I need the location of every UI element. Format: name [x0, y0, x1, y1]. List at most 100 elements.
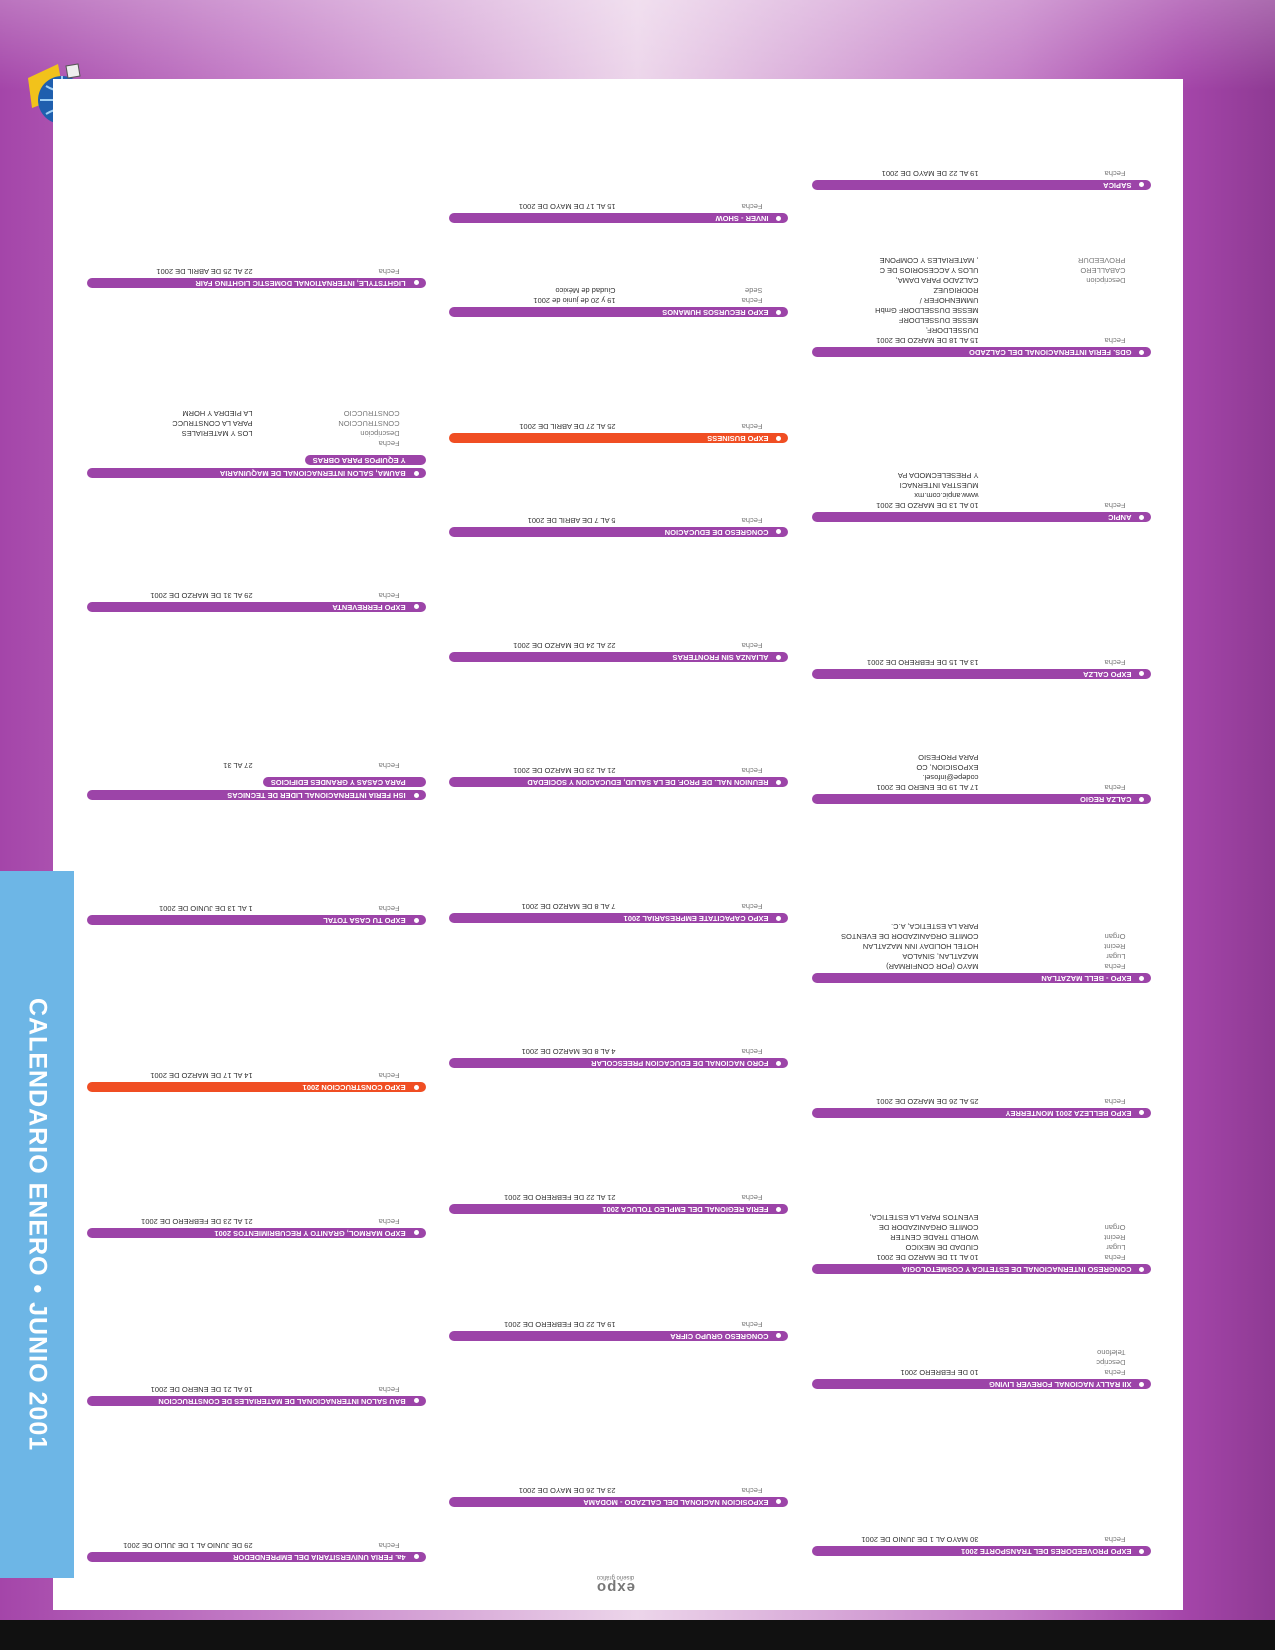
- event: CALZA REGIO Fecha 17 AL 19 DE ENERO DE 200…: [812, 752, 1152, 805]
- detail-label: Fecha: [378, 904, 400, 914]
- detail-value: LOS Y MATERIALES: [181, 429, 253, 439]
- detail-label: CONSTRUCCION: [338, 419, 400, 429]
- detail-label: Fecha: [741, 766, 763, 776]
- event: EXPO CALZA Fecha 13 AL 15 DE FEBRERO DE 20…: [812, 657, 1152, 679]
- detail-row: Recint WORLD TRADE CENTER: [812, 1232, 1151, 1242]
- detail-label: Fecha: [1104, 657, 1126, 667]
- detail-value: 10 DE FEBRERO 2001: [900, 1368, 979, 1378]
- detail-value: LA PIEDRA Y HORM: [182, 409, 253, 419]
- event-title-bar: CALZA REGIO: [812, 794, 1152, 805]
- detail-value: 25 AL 27 DE ABRIL DE 2001: [519, 422, 616, 432]
- detail-label: Fecha: [378, 266, 400, 276]
- detail-value: MAYO (POR CONFIRMAR): [886, 962, 979, 972]
- event: BAUMA, SALON INTERNACIONAL DE MAQUINARIA…: [86, 408, 426, 479]
- detail-value: Ciudad de México: [555, 286, 616, 296]
- event: INVER - SHOW Fecha 15 AL 17 DE MAYO DE 200…: [449, 201, 789, 224]
- detail-value: HOTEL HOLIDAY INN MAZATLAN: [862, 942, 979, 952]
- detail-label: Fecha: [741, 1047, 763, 1057]
- event: EXPO - BELL MAZATLAN Fecha MAYO (POR CONFI…: [812, 921, 1152, 984]
- detail-row: codepe@infosel.: [812, 772, 1151, 782]
- detail-label: Fecha: [1104, 1096, 1126, 1106]
- event-title-bar: GDS. FERIA INTERNACIONAL DEL CALZADO: [812, 347, 1152, 358]
- detail-label: Fecha: [378, 1216, 400, 1226]
- detail-row: MUESTRA INTERNACI: [812, 480, 1151, 490]
- event-title-bar: FORO NACIONAL DE EDUCACION PREESCOLAR: [449, 1058, 789, 1069]
- detail-label: PROVEEDUR: [1077, 256, 1126, 266]
- detail-label: Fecha: [741, 515, 763, 525]
- detail-row: Telefono: [812, 1347, 1151, 1357]
- detail-row: EXPOSICION, CO: [812, 762, 1151, 772]
- event: EXPOSICION NACIONAL DEL CALZADO - MODAMA…: [449, 1485, 789, 1507]
- detail-row: PROVEEDUR , MATERIALES Y COMPONE: [812, 255, 1151, 265]
- detail-label: Fecha: [378, 1384, 400, 1394]
- event-title-bar: 4a. FERIA UNIVERSITARIA DEL EMPRENDEDOR: [86, 1551, 426, 1562]
- event: EXPO PROVEEDORES DEL TRANSPORTE 2001 Fech…: [812, 1534, 1152, 1557]
- detail-value: 27 AL 31: [223, 761, 253, 771]
- detail-row: Fecha: [87, 438, 426, 448]
- event: EXPO CONSTRUCCION 2001 Fecha 14 AL 17 DE M…: [86, 1070, 426, 1093]
- detail-row: Fecha 1 AL 13 DE JUNIO DE 2001: [87, 903, 426, 913]
- detail-label: Fecha: [741, 1193, 763, 1203]
- detail-row: Fecha 17 AL 19 DE ENERO DE 2001: [812, 782, 1151, 792]
- event-title-bar: EXPO - BELL MAZATLAN: [812, 973, 1152, 984]
- detail-value: PARA LA ESTETICA, A.C.: [891, 922, 979, 932]
- event: ALIANZA SIN FRONTERAS Fecha 22 AL 24 DE MA…: [449, 640, 789, 663]
- detail-row: Fecha 10 DE FEBRERO 2001: [812, 1367, 1151, 1377]
- detail-value: 30 MAYO AL 1 DE JUNIO DE 2001: [861, 1535, 979, 1545]
- event-title-bar: Y EQUIPOS PARA OBRAS: [304, 455, 426, 466]
- event-title-bar: FERIA REGIONAL DEL EMPLEO TOLUCA 2001: [449, 1204, 789, 1215]
- detail-label: Organ: [1104, 932, 1126, 942]
- detail-value: COMITE ORGANIZADOR DE: [878, 1223, 979, 1233]
- event-title-bar: EXPO TU CASA TOTAL: [86, 915, 426, 926]
- detail-row: MESSE DUSSELDORF GmbH: [812, 305, 1151, 315]
- detail-label: Fecha: [741, 641, 763, 651]
- detail-row: Fecha 21 AL 23 DE FEBRERO DE 2001: [87, 1216, 426, 1226]
- detail-value: RODRIGUEZ: [933, 286, 979, 296]
- detail-row: Fecha 25 AL 26 DE MARZO DE 2001: [812, 1096, 1151, 1106]
- detail-row: Fecha 23 AL 26 DE MAYO DE 2001: [450, 1485, 789, 1495]
- detail-row: Fecha 10 AL 11 DE MARZO DE 2001: [812, 1252, 1151, 1262]
- detail-value: 15 AL 17 DE MAYO DE 2001: [518, 202, 616, 212]
- event: CONGRESO GRUPO CIFRA Fecha 19 AL 22 DE FEB…: [449, 1319, 789, 1341]
- event-title-bar: EXPOSICION NACIONAL DEL CALZADO - MODAMA: [449, 1496, 789, 1507]
- event: GDS. FERIA INTERNACIONAL DEL CALZADO Fech…: [812, 255, 1152, 358]
- event: CONGRESO INTERNACIONAL DE ESTETICA Y COS…: [812, 1212, 1152, 1275]
- detail-row: CONSTRUCCION PARA LA CONSTRUCC: [87, 418, 426, 428]
- detail-value: 22 AL 25 DE ABRIL DE 2001: [156, 266, 253, 276]
- event: REUNION NAL. DE PROF. DE LA SALUD, EDUCA…: [449, 765, 789, 788]
- detail-row: Fecha 27 AL 31: [87, 760, 426, 770]
- detail-value: codepe@infosel.: [922, 773, 979, 783]
- detail-row: Fecha 13 AL 15 DE FEBRERO DE 2001: [812, 657, 1151, 667]
- detail-value: MAZATLAN, SINALOA: [902, 952, 979, 962]
- detail-label: Fecha: [378, 1540, 400, 1550]
- detail-label: Recint: [1104, 942, 1126, 952]
- detail-label: Fecha: [741, 902, 763, 912]
- event: ISH FERIA INTERNACIONAL LIDER DE TECNICA…: [86, 760, 426, 801]
- detail-label: Descripcion: [360, 429, 400, 439]
- detail-label: Fecha: [1104, 962, 1126, 972]
- event: CONGRESO DE EDUCACION Fecha 5 AL 7 DE ABRI…: [449, 515, 789, 537]
- detail-value: WORLD TRADE CENTER: [890, 1233, 979, 1243]
- detail-row: Fecha MAYO (POR CONFIRMAR): [812, 961, 1151, 971]
- detail-label: Fecha: [741, 1485, 763, 1495]
- detail-row: Lugar CIUDAD DE MEXICO: [812, 1242, 1151, 1252]
- detail-row: www.anpic.com.mx: [812, 490, 1151, 500]
- event: EXPO CAPACITATE EMPRESARIAL 2001 Fecha 7 A…: [449, 901, 789, 924]
- event-title-bar: EXPO MARMOL, GRANITO Y RECUBRIMIENTOS 20…: [86, 1227, 426, 1238]
- detail-value: CALZADO PARA DAMA,: [895, 276, 979, 286]
- detail-row: Fecha 25 AL 27 DE ABRIL DE 2001: [450, 421, 789, 431]
- event: EXPO FERREVENTA Fecha 29 AL 31 DE MARZO DE…: [86, 590, 426, 612]
- detail-label: Fecha: [1104, 168, 1126, 178]
- detail-row: Sede Ciudad de México: [450, 285, 789, 295]
- detail-label: Fecha: [1104, 1253, 1126, 1263]
- detail-row: Fecha 21 AL 22 DE FEBRERO DE 2001: [450, 1192, 789, 1202]
- detail-row: Fecha 5 AL 7 DE ABRIL DE 2001: [450, 515, 789, 525]
- detail-value: DUSSELDORF,: [925, 326, 979, 336]
- event: EXPO BELLEZA 2001 MONTERREY Fecha 25 AL 26…: [812, 1096, 1152, 1118]
- event-title-bar: EXPO CALZA: [812, 668, 1152, 679]
- detail-row: Fecha 14 AL 17 DE MARZO DE 2001: [87, 1070, 426, 1080]
- detail-label: Recint: [1104, 1233, 1126, 1243]
- event: FERIA REGIONAL DEL EMPLEO TOLUCA 2001 Fec…: [449, 1192, 789, 1215]
- event-title-bar: EXPO PROVEEDORES DEL TRANSPORTE 2001: [812, 1546, 1152, 1557]
- detail-value: Y PRESELECMODA PA: [897, 471, 979, 481]
